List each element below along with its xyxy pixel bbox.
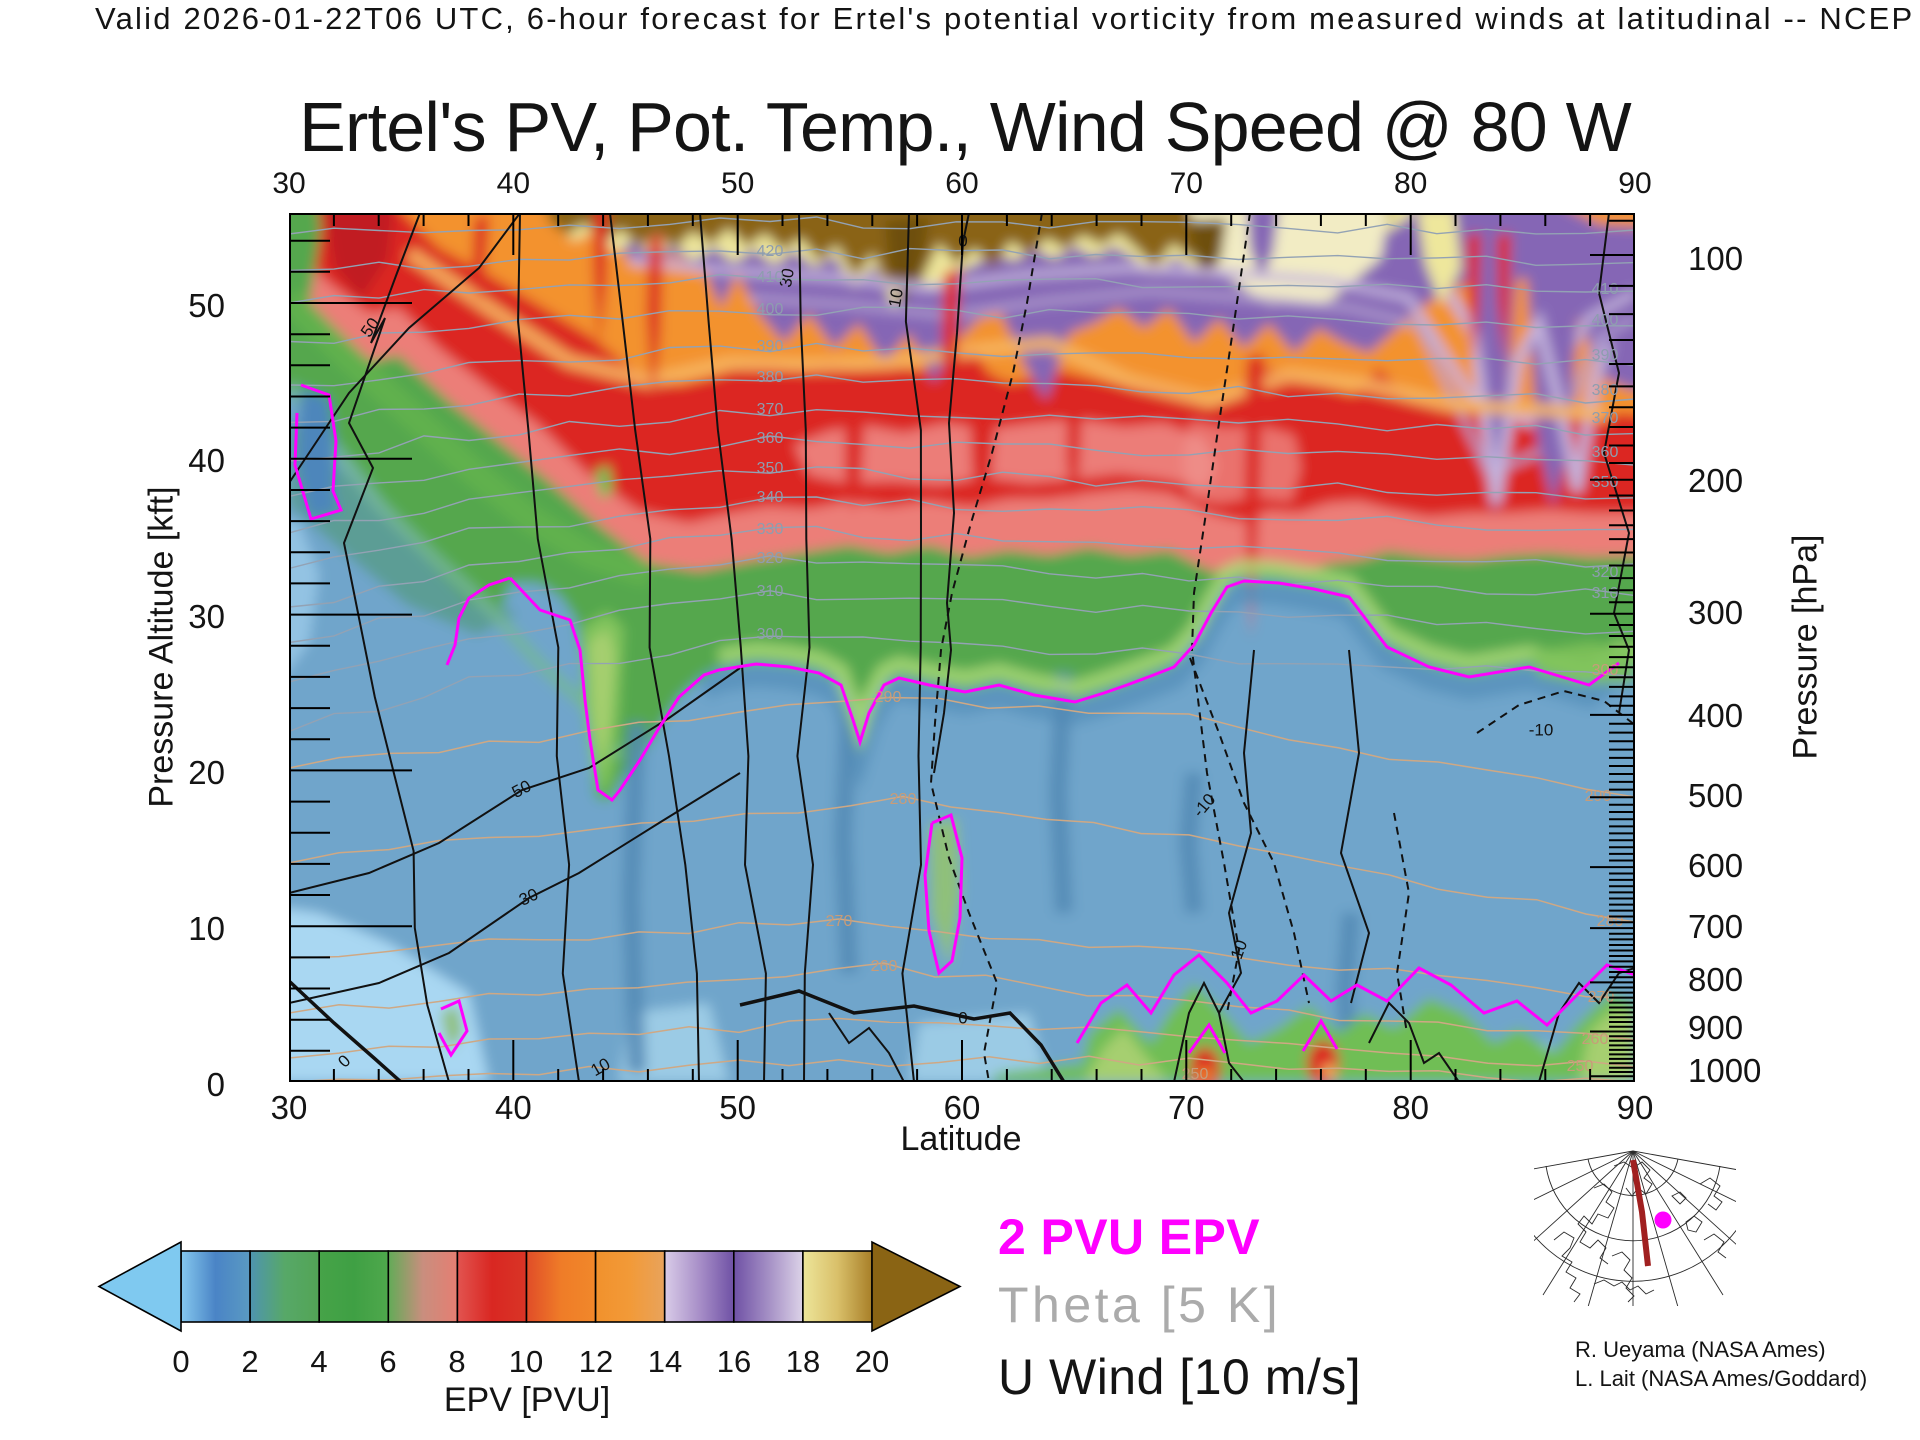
svg-text:280: 280 — [890, 791, 917, 808]
svg-text:350: 350 — [1592, 474, 1619, 491]
svg-text:-10: -10 — [1529, 720, 1554, 739]
svg-text:400: 400 — [1592, 312, 1619, 329]
svg-text:10: 10 — [885, 287, 907, 309]
svg-text:370: 370 — [757, 401, 784, 418]
svg-text:410: 410 — [757, 269, 784, 286]
svg-text:320: 320 — [757, 550, 784, 567]
svg-text:390: 390 — [757, 338, 784, 355]
svg-text:310: 310 — [1592, 585, 1619, 602]
svg-text:400: 400 — [757, 301, 784, 318]
svg-text:250: 250 — [1182, 1066, 1209, 1082]
svg-text:250: 250 — [1567, 1058, 1594, 1075]
svg-text:370: 370 — [1592, 410, 1619, 427]
svg-text:410: 410 — [1592, 281, 1619, 298]
svg-text:310: 310 — [757, 583, 784, 600]
svg-text:360: 360 — [1592, 444, 1619, 461]
svg-text:270: 270 — [826, 913, 853, 930]
svg-text:0: 0 — [958, 1008, 967, 1027]
svg-text:380: 380 — [757, 369, 784, 386]
svg-text:360: 360 — [757, 430, 784, 447]
svg-text:30: 30 — [776, 267, 798, 289]
svg-text:340: 340 — [757, 489, 784, 506]
svg-text:420: 420 — [757, 243, 784, 260]
svg-text:300: 300 — [757, 626, 784, 643]
svg-text:390: 390 — [1592, 347, 1619, 364]
svg-text:330: 330 — [757, 521, 784, 538]
svg-text:260: 260 — [871, 958, 898, 975]
svg-text:350: 350 — [757, 460, 784, 477]
svg-text:270: 270 — [1588, 989, 1615, 1006]
svg-text:260: 260 — [1582, 1031, 1609, 1048]
svg-text:290: 290 — [875, 689, 902, 706]
svg-text:380: 380 — [1592, 382, 1619, 399]
svg-text:320: 320 — [1592, 564, 1619, 581]
